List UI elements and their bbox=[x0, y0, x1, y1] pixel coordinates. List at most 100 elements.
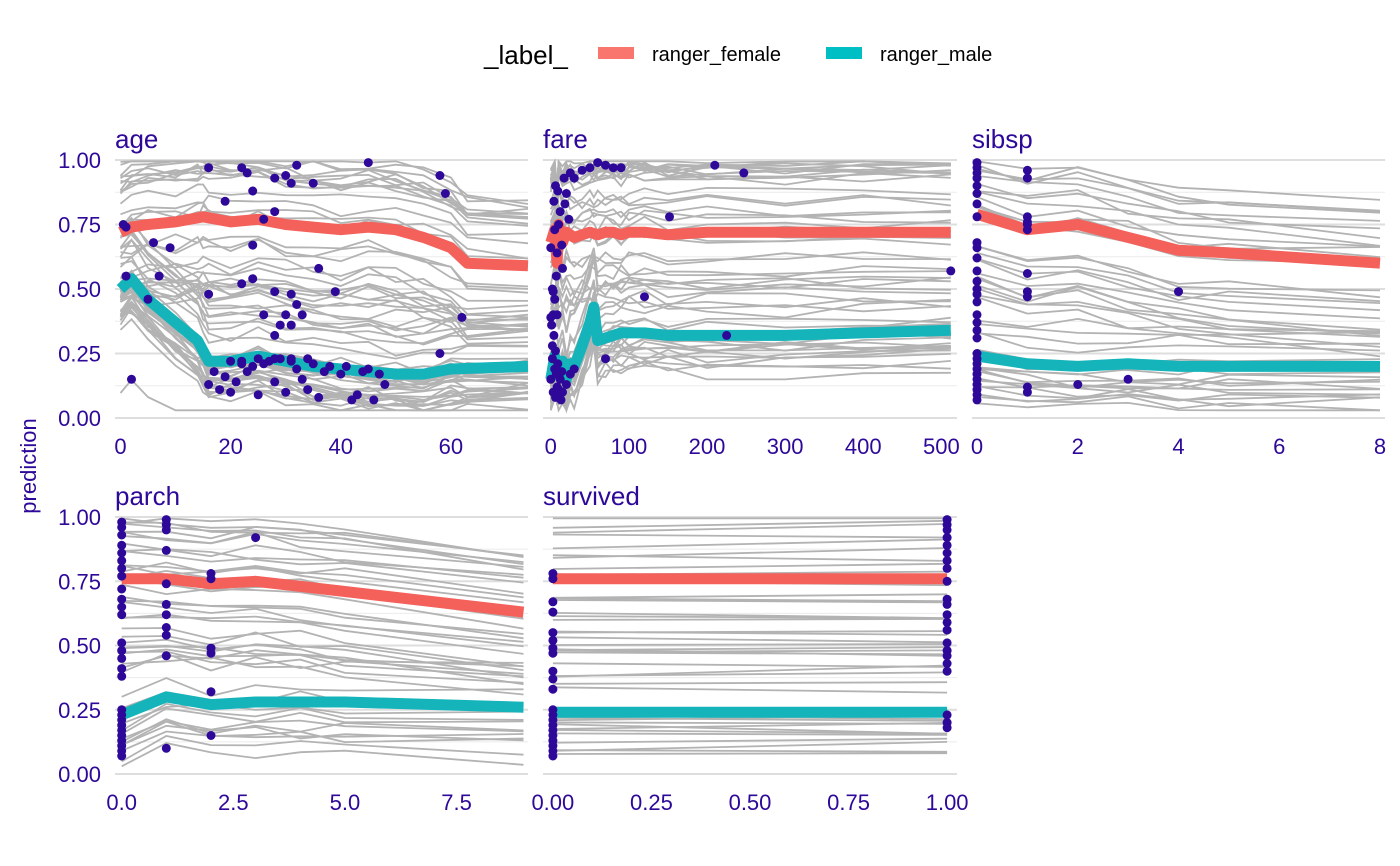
observation-point bbox=[286, 178, 296, 188]
observation-point bbox=[117, 610, 127, 620]
observation-point bbox=[117, 594, 127, 604]
panel-parch: parch 0.00 0.25 0.50 0.75 1.00 0.0 2.5 5.0 7.5 bbox=[58, 481, 528, 815]
x-tick-label: 7.5 bbox=[441, 790, 472, 815]
observation-point bbox=[942, 617, 952, 627]
observation-point bbox=[557, 367, 567, 377]
panel-title: survived bbox=[543, 481, 640, 511]
observation-point bbox=[270, 173, 280, 183]
panel-fare: fare 0 100 200 300 400 500 bbox=[543, 124, 960, 459]
observation-point bbox=[972, 333, 982, 343]
observation-point bbox=[237, 279, 247, 289]
observation-point bbox=[374, 369, 384, 379]
observation-point bbox=[314, 392, 324, 402]
observation-point bbox=[206, 731, 216, 740]
x-tick-label: 300 bbox=[767, 434, 804, 459]
ice-profile-line bbox=[121, 564, 524, 595]
ice-profile-line bbox=[552, 612, 948, 619]
observation-point bbox=[435, 171, 445, 180]
observation-point bbox=[161, 651, 171, 661]
observation-point bbox=[242, 168, 252, 178]
observation-point bbox=[336, 369, 346, 379]
observation-point bbox=[117, 646, 127, 656]
observation-point bbox=[314, 263, 324, 273]
observation-point bbox=[569, 173, 579, 183]
y-axis-label: prediction bbox=[16, 418, 41, 513]
ice-profile-line bbox=[552, 741, 948, 752]
x-tick-label: 0.75 bbox=[827, 790, 870, 815]
observation-point bbox=[547, 341, 557, 351]
observation-point bbox=[117, 571, 127, 581]
ice-profile-line bbox=[119, 317, 529, 412]
observation-point bbox=[640, 292, 649, 302]
observation-point bbox=[548, 751, 558, 761]
ice-profile-line bbox=[119, 216, 529, 320]
observation-point bbox=[553, 359, 563, 369]
panel-title: sibsp bbox=[972, 124, 1033, 154]
ice-profile-line bbox=[552, 643, 948, 646]
x-tick-label: 60 bbox=[439, 434, 463, 459]
observation-point bbox=[206, 687, 216, 697]
observation-point bbox=[548, 684, 558, 694]
ice-profile-line bbox=[552, 722, 948, 730]
observation-point bbox=[154, 271, 164, 281]
observation-point bbox=[1174, 287, 1183, 297]
ice-profile-line bbox=[121, 730, 524, 752]
observation-point bbox=[548, 607, 558, 617]
x-tick-label: 5.0 bbox=[330, 790, 361, 815]
observation-point bbox=[204, 289, 214, 299]
ice-profile-line bbox=[552, 519, 948, 529]
observation-point bbox=[942, 556, 952, 566]
observation-point bbox=[550, 294, 560, 304]
observation-point bbox=[363, 158, 373, 168]
y-tick-label: 0.50 bbox=[58, 277, 101, 302]
observation-point bbox=[739, 168, 749, 178]
observation-point bbox=[548, 597, 558, 607]
observation-point bbox=[553, 186, 563, 196]
y-tick-label: 0.50 bbox=[58, 634, 101, 659]
observation-point bbox=[972, 318, 982, 327]
ice-profile-line bbox=[549, 247, 951, 320]
ice-profile-line bbox=[121, 718, 524, 743]
observation-point bbox=[972, 181, 982, 191]
ice-profile-line bbox=[120, 194, 529, 245]
observation-point bbox=[275, 320, 285, 330]
observation-point bbox=[569, 364, 579, 374]
x-tick-label: 0.25 bbox=[630, 790, 673, 815]
observation-point bbox=[548, 628, 558, 638]
x-tick-label: 500 bbox=[923, 434, 960, 459]
ice-profile-line bbox=[552, 737, 948, 744]
observation-point bbox=[330, 287, 340, 297]
observation-point bbox=[577, 165, 587, 175]
ice-profile-line bbox=[552, 732, 948, 736]
ice-profiles bbox=[549, 157, 951, 414]
observation-point bbox=[942, 576, 952, 586]
observation-point bbox=[270, 287, 280, 297]
observation-point bbox=[942, 548, 952, 558]
panel-title: parch bbox=[115, 481, 180, 511]
observation-point bbox=[722, 330, 732, 340]
observation-point bbox=[548, 674, 558, 684]
x-tick-label: 4 bbox=[1172, 434, 1184, 459]
ice-profile-line bbox=[552, 717, 948, 722]
panel-title: fare bbox=[543, 124, 588, 154]
observation-point bbox=[561, 189, 571, 198]
observation-point bbox=[220, 372, 230, 382]
observation-point bbox=[237, 356, 247, 366]
observation-point bbox=[204, 163, 214, 173]
observation-point bbox=[248, 274, 258, 284]
x-tick-label: 20 bbox=[218, 434, 242, 459]
observation-point bbox=[552, 248, 562, 258]
ice-profile-line bbox=[976, 190, 1381, 247]
ice-profile-line bbox=[119, 238, 529, 345]
observation-point bbox=[251, 533, 261, 543]
observation-point bbox=[117, 638, 127, 648]
observation-point bbox=[117, 584, 127, 594]
observation-point bbox=[281, 171, 291, 180]
observation-point bbox=[286, 320, 296, 330]
ice-profile-line bbox=[119, 301, 529, 412]
ice-profile-line bbox=[119, 255, 529, 360]
observation-point bbox=[215, 385, 225, 395]
observation-point bbox=[601, 160, 610, 170]
ice-profile-line bbox=[552, 729, 948, 735]
observation-point bbox=[297, 310, 307, 320]
